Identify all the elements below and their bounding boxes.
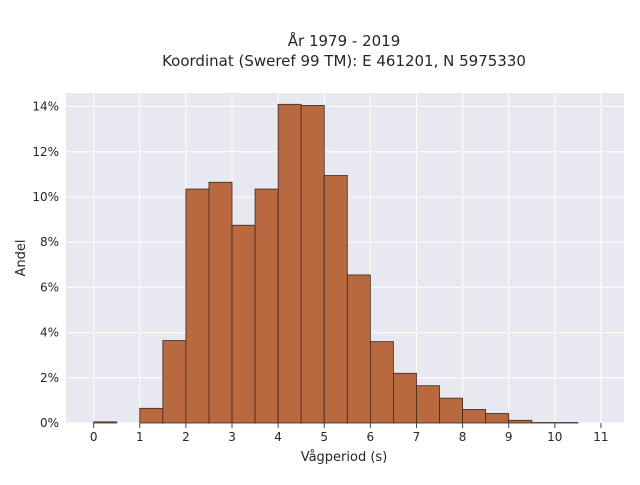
histogram-bar [232,225,255,423]
y-axis-label: Andel [14,240,29,277]
chart-subtitle: Koordinat (Sweref 99 TM): E 461201, N 59… [162,52,526,70]
histogram-bar [209,182,232,423]
x-tick-label: 6 [367,430,375,444]
x-tick-label: 2 [182,430,190,444]
x-tick-label: 11 [593,430,608,444]
histogram-bar [509,420,532,423]
y-tick-label: 8% [40,235,59,249]
x-tick-label: 5 [320,430,328,444]
histogram-bar [324,176,347,424]
x-axis-label: Vågperiod (s) [301,450,388,465]
histogram-bar [301,105,324,423]
histogram-bar [440,398,463,423]
histogram-bar [463,409,486,423]
histogram-bar [486,414,509,423]
x-tick-label: 9 [505,430,513,444]
y-axis-ticks: 0% 2% 4% 6% 8% 10% 12% 14% [32,100,59,430]
x-tick-label: 3 [228,430,236,444]
x-tick-label: 7 [413,430,421,444]
histogram-bar [278,104,301,423]
y-tick-label: 14% [32,100,59,114]
y-tick-label: 6% [40,280,59,294]
x-tick-label: 4 [274,430,282,444]
histogram-bar [186,189,209,423]
x-axis-ticks: 0 1 2 3 4 5 6 7 8 9 10 11 [90,423,609,444]
histogram-bar [163,341,186,424]
y-tick-label: 0% [40,416,59,430]
histogram-bar [370,342,393,423]
x-tick-label: 1 [136,430,144,444]
chart-title: År 1979 - 2019 [288,31,401,50]
x-tick-label: 8 [459,430,467,444]
histogram-bar [393,373,416,423]
histogram-bar [255,189,278,423]
y-tick-label: 4% [40,326,59,340]
histogram-bar [416,386,439,423]
histogram-bar [140,408,163,423]
y-tick-label: 10% [32,190,59,204]
x-tick-label: 10 [547,430,562,444]
histogram-bar [347,275,370,423]
y-tick-label: 12% [32,145,59,159]
histogram-bar [94,422,117,423]
y-tick-label: 2% [40,371,59,385]
x-tick-label: 0 [90,430,98,444]
